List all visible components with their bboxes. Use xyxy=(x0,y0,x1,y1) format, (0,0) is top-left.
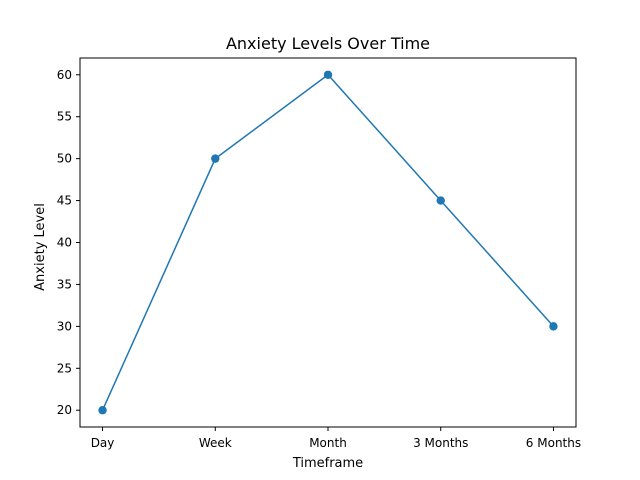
data-point xyxy=(549,322,558,331)
y-tick-label: 35 xyxy=(57,277,72,291)
data-point xyxy=(323,70,333,79)
x-tick-label: Month xyxy=(309,436,347,450)
data-point xyxy=(436,196,445,205)
x-tick-label: Week xyxy=(199,436,232,450)
x-tick-label: Day xyxy=(91,436,115,450)
x-axis-label: Timeframe xyxy=(292,456,363,471)
y-tick-label: 55 xyxy=(57,110,72,124)
y-tick-label: 30 xyxy=(57,319,72,333)
chart-title: Anxiety Levels Over Time xyxy=(226,34,430,53)
x-tick-label: 3 Months xyxy=(413,436,468,450)
y-tick-label: 60 xyxy=(57,68,72,82)
y-tick-label: 45 xyxy=(57,194,72,208)
data-point xyxy=(98,406,107,415)
y-tick-label: 50 xyxy=(57,152,72,166)
y-tick-label: 20 xyxy=(57,403,72,417)
x-tick-label: 6 Months xyxy=(526,436,581,450)
y-axis-label: Anxiety Level xyxy=(33,203,48,291)
y-tick-label: 40 xyxy=(57,236,72,250)
plot-area: 20 25 30 35 40 45 50 55 60 Day Week Month 3 Months 6 … xyxy=(57,57,581,450)
data-point xyxy=(211,154,220,163)
y-tick-label: 25 xyxy=(57,361,72,375)
